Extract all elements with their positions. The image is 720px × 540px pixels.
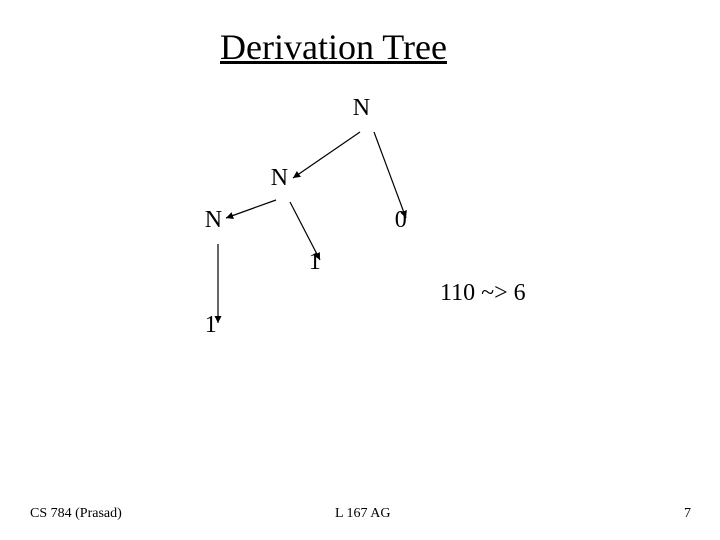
edge-group: [218, 132, 406, 323]
tree-edge: [374, 132, 406, 218]
tree-node: N: [205, 207, 222, 234]
footer-course: CS 784 (Prasad): [30, 506, 122, 522]
tree-node: 1: [205, 312, 217, 339]
tree-edge: [226, 200, 276, 218]
tree-edge: [293, 132, 360, 178]
tree-node: 0: [395, 207, 407, 234]
footer-page-number: 7: [684, 506, 691, 522]
footer-lecture: L 167 AG: [335, 506, 390, 522]
tree-edges: [0, 0, 720, 540]
tree-node: 1: [309, 249, 321, 276]
derivation-result: 110 ~> 6: [440, 280, 526, 307]
tree-node: N: [271, 165, 288, 192]
tree-node: N: [353, 95, 370, 122]
page-title: Derivation Tree: [220, 26, 447, 68]
